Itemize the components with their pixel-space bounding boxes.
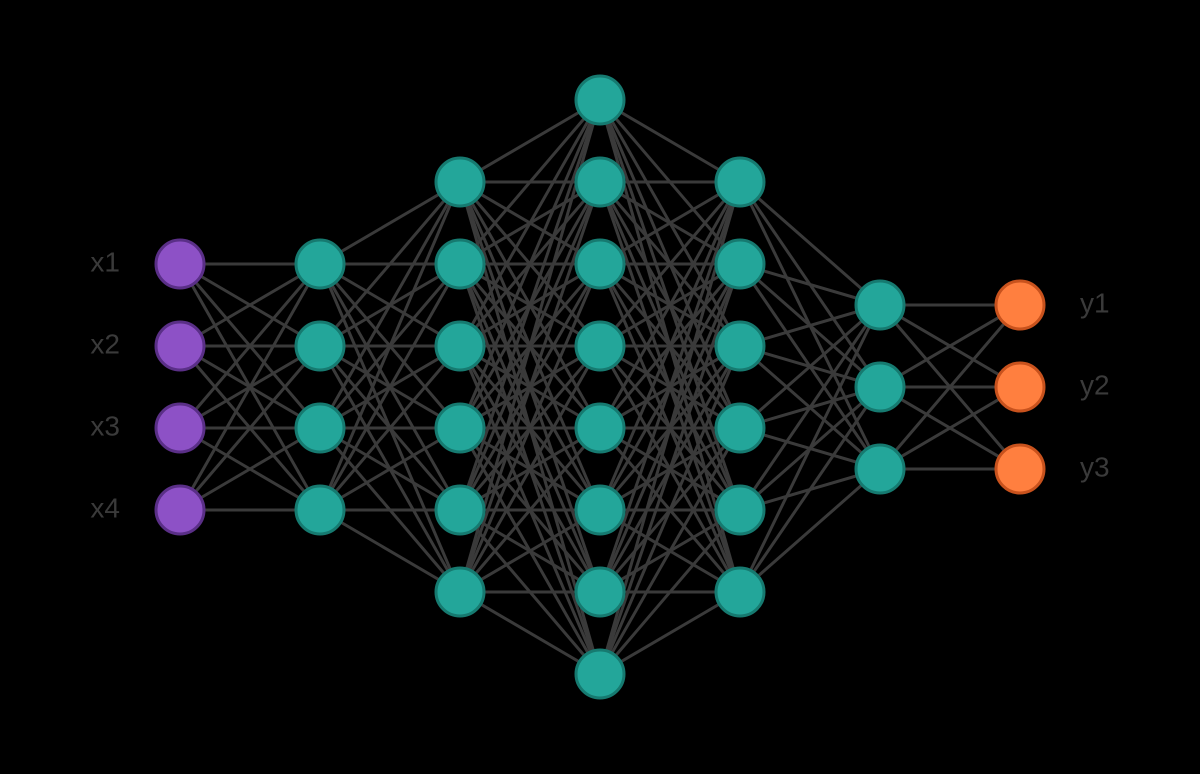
hidden-node (716, 568, 764, 616)
input-label: x3 (90, 410, 120, 441)
edge (600, 264, 740, 674)
edge (320, 182, 460, 428)
hidden-node (576, 240, 624, 288)
edge (460, 100, 600, 510)
output-label: y3 (1080, 451, 1110, 482)
hidden-node (576, 158, 624, 206)
hidden-node (716, 486, 764, 534)
hidden-node (296, 486, 344, 534)
hidden-node (716, 240, 764, 288)
input-node (156, 486, 204, 534)
hidden-node (576, 322, 624, 370)
hidden-node (436, 322, 484, 370)
hidden-node (716, 322, 764, 370)
input-node (156, 404, 204, 452)
hidden-node (576, 650, 624, 698)
input-label: x4 (90, 492, 120, 523)
hidden-node (296, 240, 344, 288)
output-label: y1 (1080, 287, 1110, 318)
hidden-node (436, 240, 484, 288)
hidden-node (436, 404, 484, 452)
neural-network-diagram: x1 x2 x3 x4 y1 y2 y3 (0, 0, 1200, 774)
hidden-node (856, 281, 904, 329)
input-node (156, 322, 204, 370)
hidden-node (436, 158, 484, 206)
hidden-node (716, 158, 764, 206)
hidden-node (296, 404, 344, 452)
hidden-node (576, 404, 624, 452)
hidden-node (296, 322, 344, 370)
output-node (996, 281, 1044, 329)
hidden-node (856, 363, 904, 411)
output-node (996, 445, 1044, 493)
output-node (996, 363, 1044, 411)
hidden-node (716, 404, 764, 452)
hidden-node (576, 76, 624, 124)
input-label: x1 (90, 246, 120, 277)
hidden-node (576, 486, 624, 534)
output-label: y2 (1080, 369, 1110, 400)
hidden-node (436, 568, 484, 616)
hidden-node (856, 445, 904, 493)
input-label: x2 (90, 328, 120, 359)
hidden-node (436, 486, 484, 534)
input-node (156, 240, 204, 288)
hidden-node (576, 568, 624, 616)
